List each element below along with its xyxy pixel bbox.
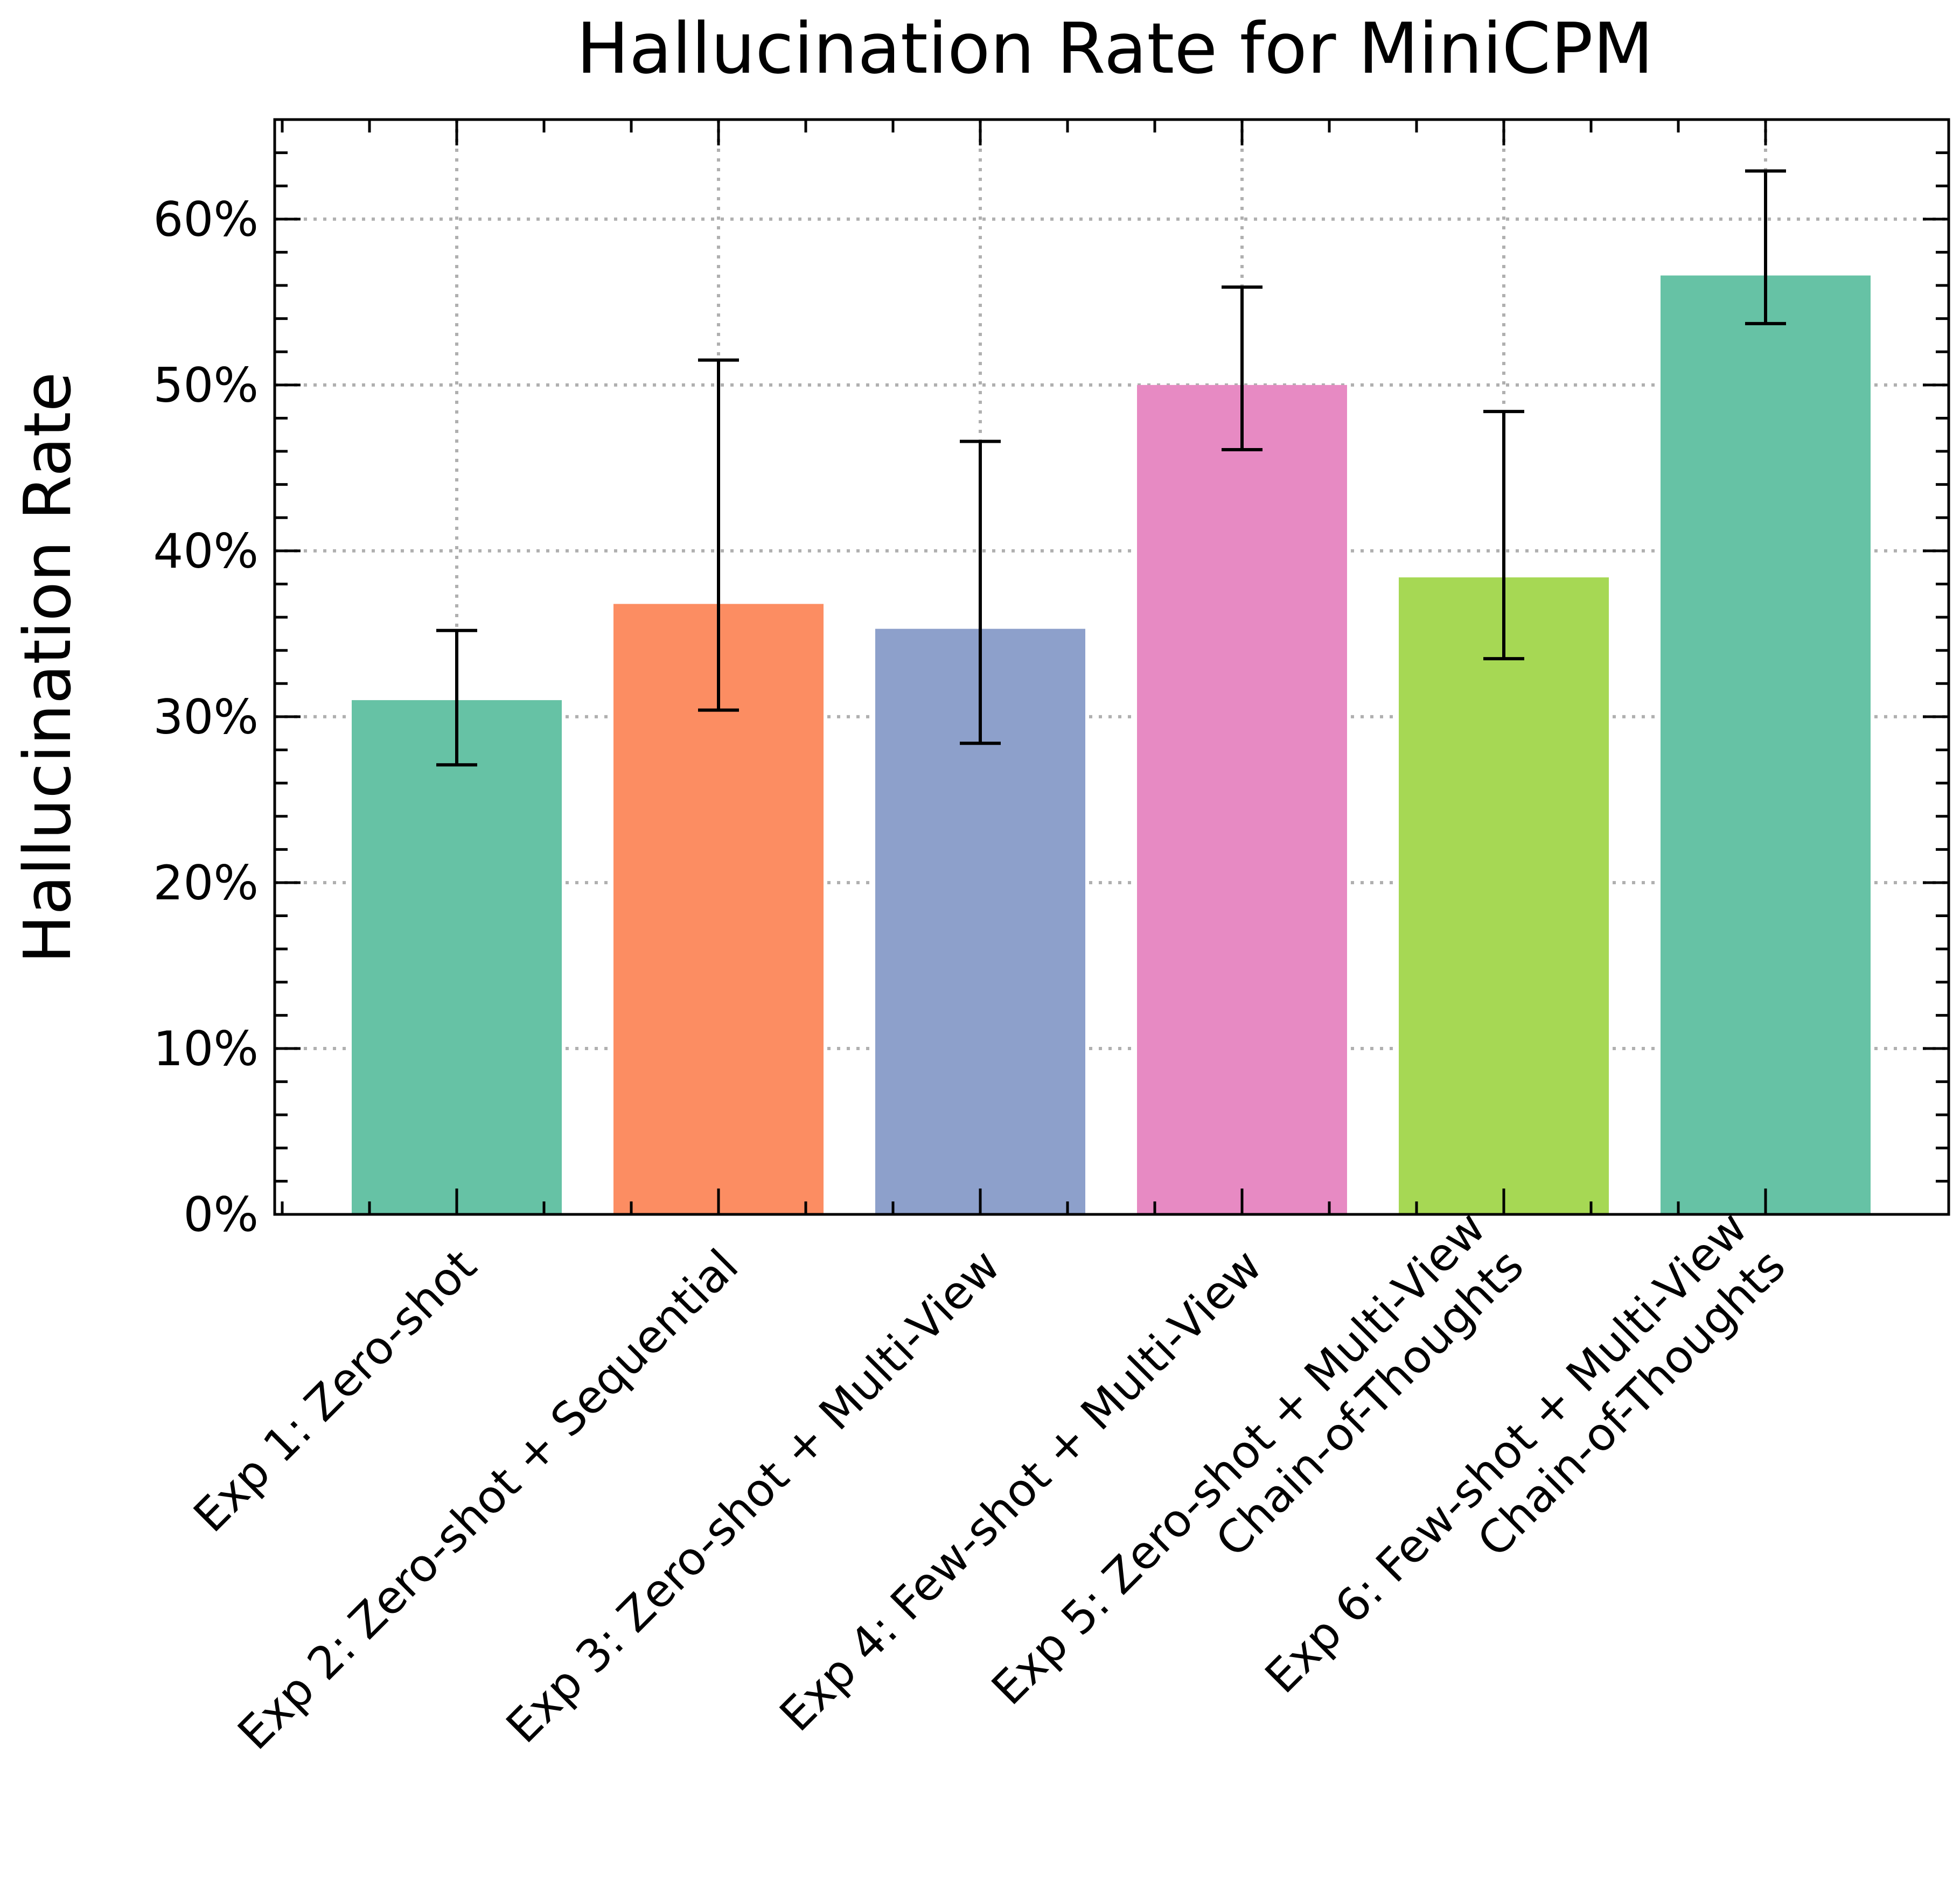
x-tick-label-3-line-1: Exp 3: Zero-shot + Multi-View	[496, 1239, 1010, 1753]
x-tick-label-2: Exp 2: Zero-shot + Sequential	[228, 1239, 749, 1760]
plot-frame	[273, 118, 1950, 1216]
bar-1	[352, 700, 562, 1214]
chart-title: Hallucination Rate for MiniCPM	[576, 8, 1654, 89]
y-tick-label-5: 50%	[153, 358, 259, 413]
y-tick-label-0: 0%	[183, 1187, 259, 1242]
bar-4	[1137, 385, 1347, 1214]
y-tick-label-2: 20%	[153, 855, 259, 911]
x-tick-label-1-line-1: Exp 1: Zero-shot	[184, 1239, 487, 1542]
x-tick-label-1: Exp 1: Zero-shot	[184, 1239, 487, 1542]
bars-layer	[352, 275, 1871, 1215]
x-tick-label-3: Exp 3: Zero-shot + Multi-View	[496, 1239, 1010, 1753]
x-tick-label-2-line-1: Exp 2: Zero-shot + Sequential	[228, 1239, 749, 1760]
y-tick-label-3: 30%	[153, 689, 259, 745]
ticks-layer	[275, 118, 1949, 1216]
bar-6	[1661, 275, 1871, 1215]
error-bars-layer	[436, 169, 1786, 767]
y-tick-labels: 0% 10% 20% 30% 40% 50% 60%	[153, 192, 259, 1242]
bar-5	[1399, 577, 1609, 1214]
y-tick-label-6: 60%	[153, 192, 259, 247]
y-tick-label-4: 40%	[153, 523, 259, 579]
y-tick-label-1: 10%	[153, 1021, 259, 1077]
y-axis-label: Hallucination Rate	[11, 372, 86, 964]
